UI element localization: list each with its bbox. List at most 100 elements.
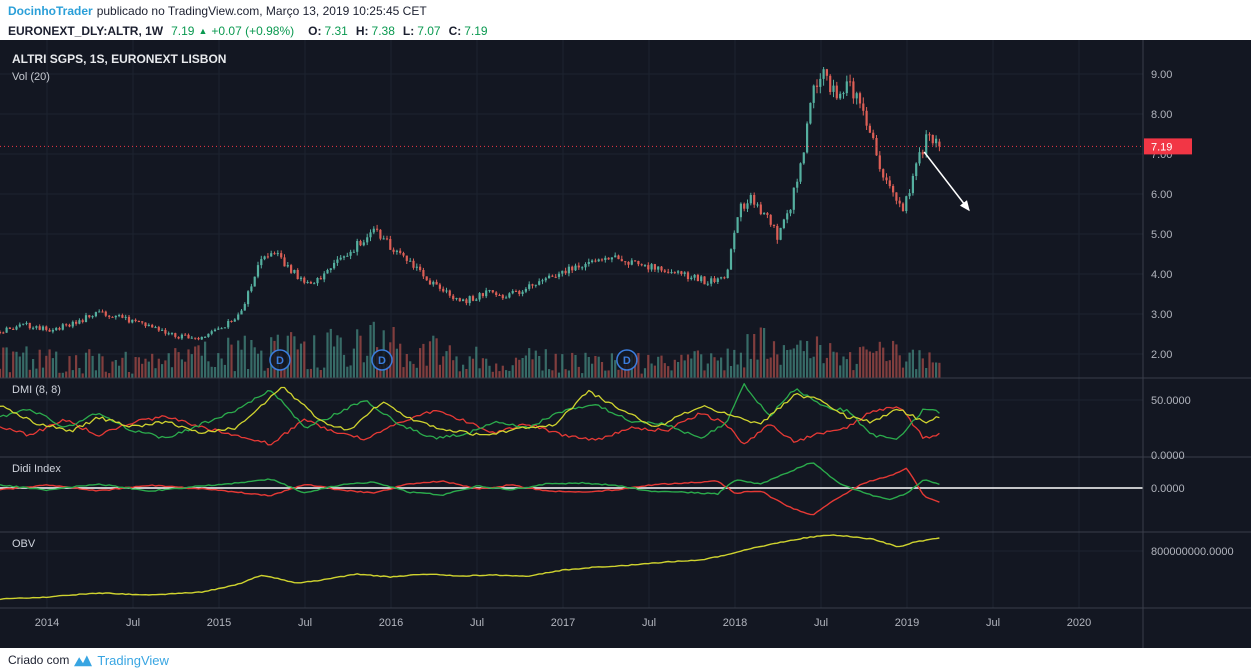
author-link[interactable]: DocinhoTrader <box>8 4 93 18</box>
candle-body <box>376 228 379 230</box>
candle-body <box>161 329 164 331</box>
candle-body <box>637 261 640 265</box>
candle-body <box>577 265 580 268</box>
candle-body <box>683 272 686 274</box>
volume-bar <box>22 352 25 378</box>
candle-body <box>253 276 256 287</box>
volume-bar <box>696 350 699 378</box>
tradingview-logo-icon[interactable] <box>74 654 93 667</box>
dividend-marker-circle <box>371 349 393 371</box>
tradingview-brand-link[interactable]: TradingView <box>97 652 169 668</box>
volume-bar <box>680 354 683 378</box>
candle-body <box>0 332 2 333</box>
volume-bar <box>786 350 789 378</box>
candle-body <box>2 332 5 334</box>
volume-bar <box>759 327 762 378</box>
candle-body <box>670 272 673 274</box>
volume-bar <box>918 350 921 378</box>
candle-body <box>607 257 610 260</box>
volume-bar <box>557 372 561 378</box>
candle-body <box>455 298 458 300</box>
candle-body <box>240 310 243 315</box>
volume-bar <box>385 363 389 378</box>
candle-body <box>716 278 719 282</box>
volume-bar <box>356 329 359 378</box>
volume-bar <box>230 344 233 378</box>
volume-bar <box>835 352 838 378</box>
up-arrow-icon: ▲ <box>198 26 208 36</box>
volume-bar <box>511 365 514 378</box>
volume-bar <box>842 356 845 378</box>
volume-bar <box>28 369 31 378</box>
volume-bar <box>41 367 45 378</box>
symbol-info-bar: EURONEXT_DLY:ALTR, 1W 7.19 ▲ +0.07 (+0.9… <box>0 22 1251 40</box>
volume-bar <box>561 354 564 378</box>
volume-bar <box>551 370 554 378</box>
volume-bar <box>700 354 703 378</box>
volume-bar <box>154 368 157 378</box>
volume-bar <box>438 364 441 378</box>
candle-body <box>723 277 726 279</box>
candle-body <box>299 277 303 280</box>
volume-bar <box>359 335 362 378</box>
volume-bar <box>736 364 739 378</box>
volume-bar <box>118 365 121 378</box>
candle-body <box>379 229 382 239</box>
volume-bar <box>296 349 299 378</box>
time-axis-label: Jul <box>642 617 656 629</box>
chart-canvas[interactable]: D D D9.008.007.006.005.004.003.002.0050.00… <box>0 40 1251 648</box>
candle-body <box>352 251 355 253</box>
volume-bar <box>892 340 895 378</box>
volume-bar <box>564 369 567 378</box>
candle-body <box>303 277 306 283</box>
volume-bar <box>25 346 28 378</box>
volume-bar <box>720 357 723 378</box>
candle-body <box>753 195 756 205</box>
candle-body <box>541 280 544 282</box>
volume-bar <box>508 370 511 378</box>
volume-bar <box>15 351 18 378</box>
volume-bar <box>617 369 620 378</box>
candle-body <box>18 324 21 327</box>
price-axis-label: 5.00 <box>1151 229 1172 241</box>
volume-bar <box>677 362 680 378</box>
candle-body <box>928 134 931 136</box>
candle-body <box>184 334 187 336</box>
volume-bar <box>81 373 84 378</box>
volume-bar <box>528 348 531 378</box>
candle-body <box>561 270 564 274</box>
candle-body <box>915 163 918 176</box>
volume-bar <box>733 349 736 378</box>
candle-body <box>81 320 84 322</box>
time-axis-label: 2019 <box>895 617 919 629</box>
candle-body <box>921 152 924 155</box>
candlesticks <box>0 67 941 341</box>
candle-body <box>405 255 408 261</box>
candle-body <box>772 224 776 226</box>
volume-bar <box>137 357 140 378</box>
candle-body <box>111 316 114 318</box>
candle-body <box>84 315 88 322</box>
candle-body <box>316 278 319 284</box>
volume-bar <box>309 368 312 378</box>
volume-bar <box>935 362 938 378</box>
candle-body <box>495 292 498 295</box>
volume-bar <box>505 370 508 378</box>
volume-bar <box>12 351 15 378</box>
candle-body <box>438 284 441 289</box>
candle-body <box>71 321 74 327</box>
candle-body <box>736 217 739 233</box>
volume-bar <box>2 347 5 378</box>
chart-area[interactable]: D D D 9.00 8.00 7.00 6.00 5.00 4.00 3.00 2.00 50.00… <box>0 40 1251 648</box>
volume-bar <box>303 341 306 378</box>
candle-body <box>710 278 713 284</box>
candle-body <box>124 316 127 318</box>
volume-bar <box>792 348 795 378</box>
candle-body <box>534 284 537 286</box>
volume-bar <box>336 335 339 378</box>
candle-body <box>213 329 217 332</box>
volume-bar <box>55 351 58 378</box>
candle-body <box>230 321 233 322</box>
volume-bar <box>263 370 266 378</box>
volume-bar <box>743 367 746 378</box>
